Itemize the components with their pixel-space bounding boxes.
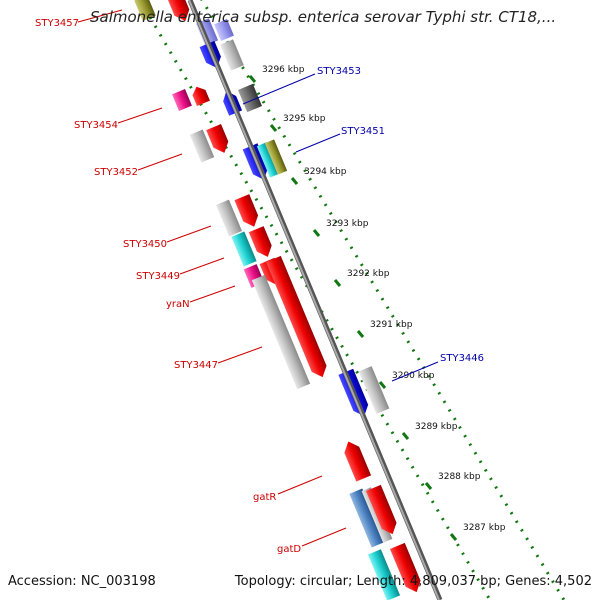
gene-block	[248, 226, 272, 257]
gene-block	[358, 366, 390, 414]
gene-block	[214, 18, 234, 42]
gene-label[interactable]: gatR	[253, 492, 276, 503]
gene-block	[389, 542, 421, 593]
gene-callout-line	[189, 285, 236, 303]
genome-backbone	[187, 0, 443, 600]
kbp-tick-label: 3296 kbp	[262, 65, 305, 75]
kbp-tick-mark	[333, 279, 342, 287]
kbp-tick-label: 3287 kbp	[463, 523, 506, 533]
kbp-tick-label: 3289 kbp	[415, 422, 458, 432]
gene-label[interactable]: STY3452	[94, 167, 138, 178]
gene-label[interactable]: STY3447	[174, 360, 218, 371]
gene-track	[134, 0, 421, 600]
gene-callout-line	[117, 107, 163, 124]
gene-block	[234, 194, 259, 227]
gene-callout-line	[137, 153, 183, 171]
gene-block	[167, 0, 190, 21]
gene-label[interactable]: STY3449	[136, 271, 180, 282]
gene-block	[344, 441, 372, 482]
gene-block	[215, 199, 243, 237]
kbp-tick-label: 3291 kbp	[370, 320, 413, 330]
kbp-tick-label: 3292 kbp	[347, 269, 390, 279]
gene-block	[189, 129, 215, 163]
kbp-tick-label: 3288 kbp	[438, 472, 481, 482]
gene-callout-line	[217, 346, 263, 364]
gene-block	[264, 139, 288, 175]
gene-callout-line	[166, 225, 212, 243]
gene-callout-line	[295, 133, 341, 153]
kbp-tick-label: 3293 kbp	[326, 219, 369, 229]
kbp-tick-mark	[356, 330, 365, 338]
gene-label[interactable]: gatD	[277, 544, 301, 555]
accession-text: Accession: NC_003198	[8, 574, 156, 589]
gene-block	[265, 255, 327, 378]
page-title: Salmonella enterica subsp. enterica sero…	[90, 8, 557, 26]
gene-label[interactable]: STY3446	[440, 353, 484, 364]
kbp-tick-mark	[401, 432, 410, 440]
kbp-tick-mark	[248, 75, 257, 83]
gene-block	[134, 0, 156, 21]
gene-block	[220, 39, 244, 71]
gene-label[interactable]: STY3451	[341, 126, 385, 137]
gene-block	[231, 231, 257, 267]
gene-block	[251, 274, 311, 390]
gene-block	[192, 86, 210, 107]
kbp-tick-label: 3295 kbp	[283, 114, 326, 124]
kbp-tick-mark	[312, 229, 321, 237]
gene-callout-line	[242, 73, 316, 105]
gene-callout-line	[301, 527, 347, 547]
gene-block	[367, 549, 401, 600]
kbp-tick-mark	[290, 177, 299, 185]
gene-label[interactable]: STY3454	[74, 120, 118, 131]
gene-block	[349, 488, 385, 548]
kbp-tick-mark	[449, 533, 458, 541]
gene-callouts: STY3457 STY3453 STY3454 STY3451 STY3452 STY34…	[35, 9, 484, 555]
kbp-tick-mark	[424, 482, 433, 490]
outer-dotted-guide-line	[200, 0, 566, 600]
gene-label[interactable]: STY3450	[123, 239, 167, 250]
gene-callout-line	[391, 361, 439, 382]
kbp-tick-mark	[269, 124, 278, 132]
gene-block	[256, 142, 280, 178]
topology-text: Topology: circular; Length: 4,809,037 bp…	[234, 574, 592, 589]
gene-callout-line	[77, 9, 123, 23]
kbp-scale: 3296 kbp 3295 kbp 3294 kbp 3293 kbp 3292 kbp…	[248, 65, 506, 541]
gene-label[interactable]: STY3457	[35, 18, 79, 29]
gene-block	[206, 123, 229, 153]
gene-block	[237, 83, 263, 113]
kbp-tick-label: 3290 kbp	[392, 371, 435, 381]
gene-block	[365, 484, 397, 535]
kbp-tick-label: 3294 kbp	[304, 167, 347, 177]
gene-callout-line	[179, 257, 225, 275]
gene-block	[172, 88, 192, 112]
kbp-tick-mark	[378, 381, 387, 389]
gene-label[interactable]: STY3453	[317, 66, 361, 77]
gene-label[interactable]: yraN	[166, 299, 190, 310]
gene-callout-line	[277, 475, 323, 495]
